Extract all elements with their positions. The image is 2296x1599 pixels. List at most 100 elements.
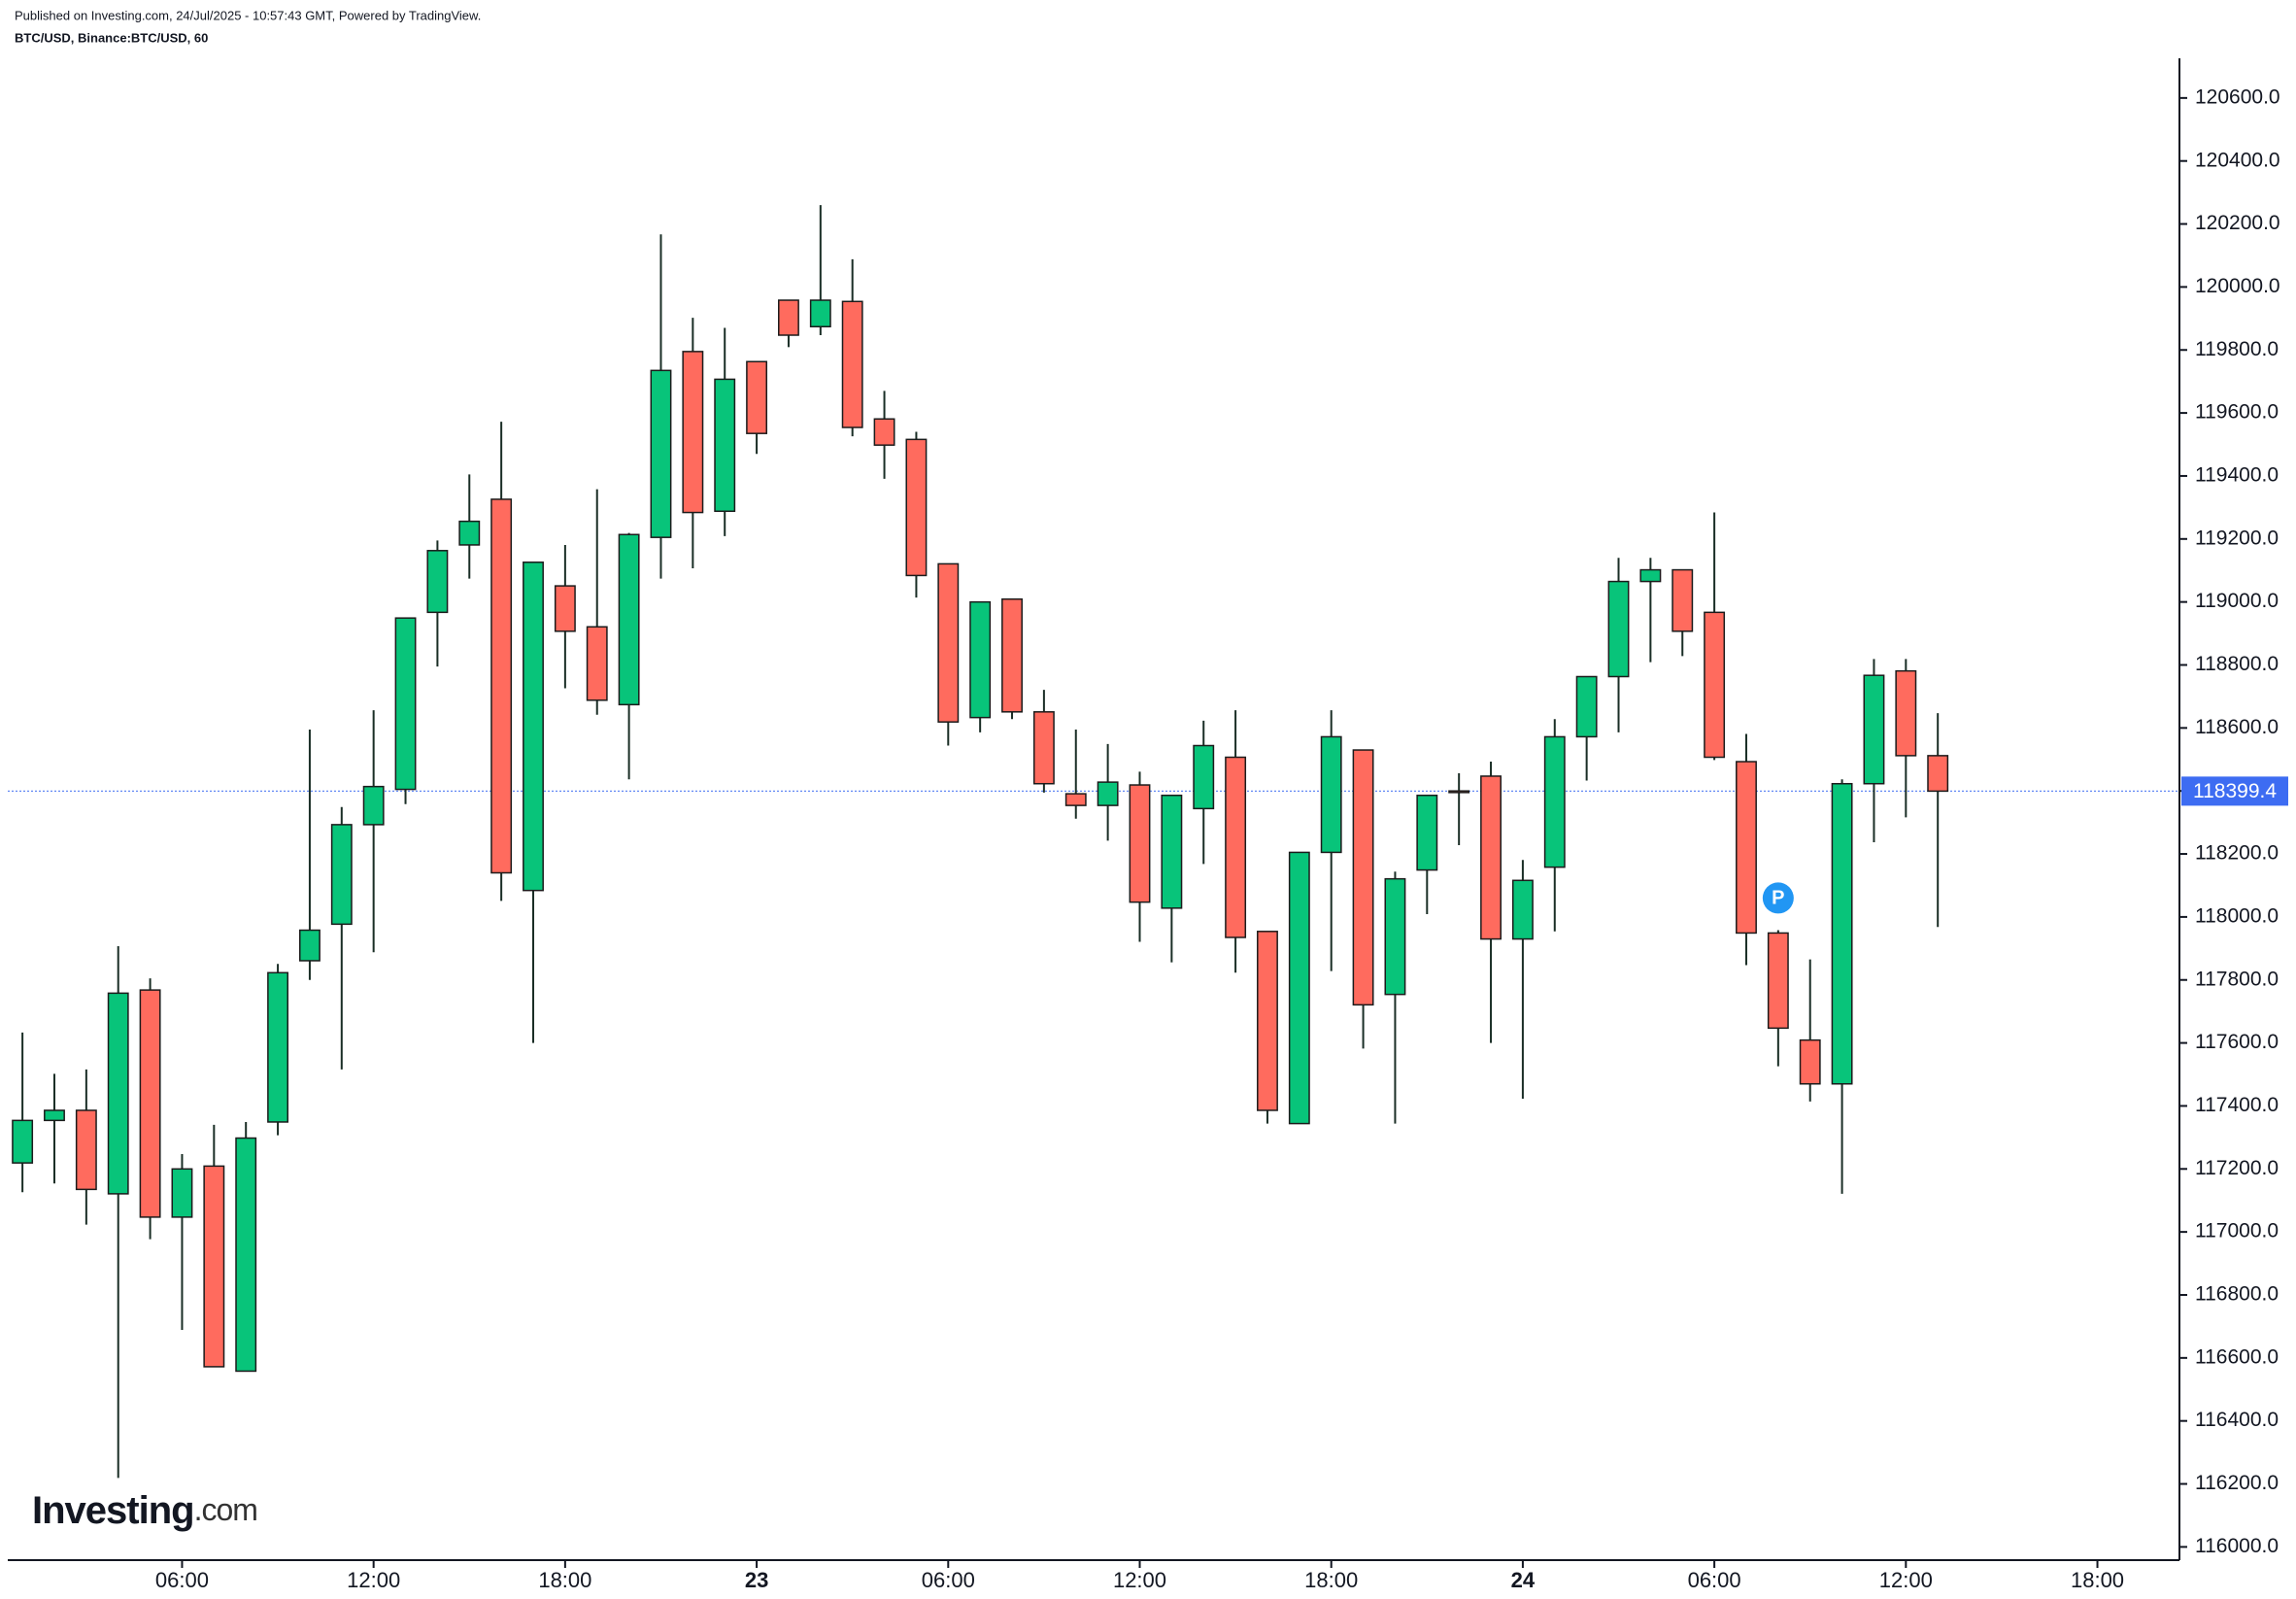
- candle-body: [394, 617, 417, 791]
- candle: [394, 617, 417, 804]
- candle: [1257, 931, 1278, 1124]
- x-tick-label: 12:00: [1879, 1568, 1933, 1592]
- candle: [969, 600, 992, 732]
- candle: [1895, 659, 1917, 818]
- candle-body: [1001, 597, 1023, 713]
- candle-body: [1575, 675, 1598, 738]
- y-tick-label: 117200.0: [2195, 1157, 2279, 1179]
- candle-body: [937, 562, 960, 723]
- candle: [139, 978, 161, 1240]
- candle: [873, 391, 895, 479]
- x-tick-label: 06:00: [1688, 1568, 1741, 1592]
- candle-body: [523, 561, 544, 892]
- candle: [1863, 659, 1885, 843]
- candle-body: [1767, 932, 1789, 1030]
- candle-body: [1320, 735, 1342, 854]
- candle-body: [1097, 781, 1119, 806]
- candle-body: [1799, 1038, 1821, 1085]
- x-tick-label: 12:00: [347, 1568, 400, 1592]
- last-price-tag: 118399.4: [2181, 776, 2288, 806]
- annotation-label: P: [1772, 888, 1784, 909]
- candle-body: [969, 600, 992, 719]
- candle: [1639, 558, 1662, 663]
- candle: [203, 1124, 225, 1368]
- candle: [362, 710, 385, 953]
- logo-name: Investing.com: [32, 1489, 257, 1532]
- candle: [330, 806, 353, 1070]
- candle-body: [490, 498, 513, 874]
- candle: [1607, 558, 1630, 732]
- candle-body: [330, 824, 353, 926]
- y-tick-label: 118200.0: [2195, 842, 2279, 865]
- candle: [1064, 729, 1087, 819]
- x-tick-label: 24: [1511, 1568, 1536, 1592]
- y-tick-label: 119400.0: [2195, 463, 2279, 486]
- candle-body: [171, 1168, 193, 1218]
- candle: [1129, 771, 1151, 942]
- candle-body: [873, 418, 895, 446]
- candle-body: [75, 1109, 97, 1191]
- candle: [746, 360, 768, 455]
- candle-body: [1161, 794, 1183, 909]
- candle-body: [1863, 674, 1885, 785]
- logo-suffix: .com: [194, 1492, 257, 1527]
- candle: [235, 1121, 257, 1373]
- x-tick-label: 18:00: [538, 1568, 591, 1592]
- candle: [171, 1154, 193, 1330]
- candle: [650, 234, 672, 579]
- y-tick-label: 119800.0: [2195, 338, 2279, 360]
- candle-body: [139, 989, 161, 1218]
- candle-body: [1607, 580, 1630, 678]
- candle: [12, 1032, 34, 1193]
- y-tick-label: 117000.0: [2195, 1220, 2279, 1242]
- x-tick-label: 06:00: [155, 1568, 209, 1592]
- candle: [1704, 512, 1726, 761]
- y-tick-label: 116000.0: [2195, 1535, 2279, 1557]
- y-tick-label: 117600.0: [2195, 1031, 2279, 1053]
- x-tick-label: 18:00: [2071, 1568, 2124, 1592]
- y-tick-label: 117800.0: [2195, 968, 2279, 990]
- candle: [1320, 710, 1342, 971]
- candle-body: [1416, 794, 1438, 871]
- y-tick-label: 118600.0: [2195, 716, 2279, 738]
- candle-body: [1639, 568, 1662, 583]
- candle-body: [1448, 790, 1470, 794]
- candle: [1511, 860, 1534, 1099]
- candle: [1352, 749, 1374, 1049]
- y-tick-label: 117400.0: [2195, 1094, 2279, 1116]
- y-tick-label: 118000.0: [2195, 904, 2279, 927]
- x-tick-label: 18:00: [1304, 1568, 1358, 1592]
- candle: [841, 258, 863, 437]
- candle: [44, 1073, 65, 1184]
- candle-body: [618, 533, 640, 706]
- candle-body: [1257, 931, 1278, 1111]
- y-tick-label: 120000.0: [2195, 275, 2280, 297]
- candle-body: [458, 520, 481, 546]
- candle-body: [1671, 568, 1694, 632]
- candle-body: [362, 785, 385, 826]
- candle: [1767, 930, 1789, 1067]
- candle: [809, 205, 831, 336]
- y-tick-label: 120400.0: [2195, 149, 2280, 171]
- candle-body: [1129, 784, 1151, 903]
- candle: [714, 327, 736, 536]
- logo: Investing.com: [32, 1489, 258, 1532]
- candle-body: [1225, 756, 1247, 938]
- last-price-label: 118399.4: [2193, 780, 2277, 802]
- candle-body: [1831, 782, 1853, 1085]
- candle: [426, 540, 449, 667]
- y-tick-label: 116400.0: [2195, 1409, 2279, 1431]
- candle: [458, 474, 481, 579]
- candle: [1799, 959, 1821, 1102]
- candle-body: [1895, 669, 1917, 757]
- candle: [1927, 713, 1949, 928]
- candle-body: [1480, 775, 1502, 940]
- candle-body: [1064, 793, 1087, 806]
- candle-body: [1352, 749, 1374, 1006]
- candle: [1575, 675, 1598, 781]
- candle-body: [44, 1109, 65, 1122]
- candle-body: [841, 300, 863, 428]
- candle-body: [1032, 711, 1055, 785]
- candle-body: [905, 438, 928, 577]
